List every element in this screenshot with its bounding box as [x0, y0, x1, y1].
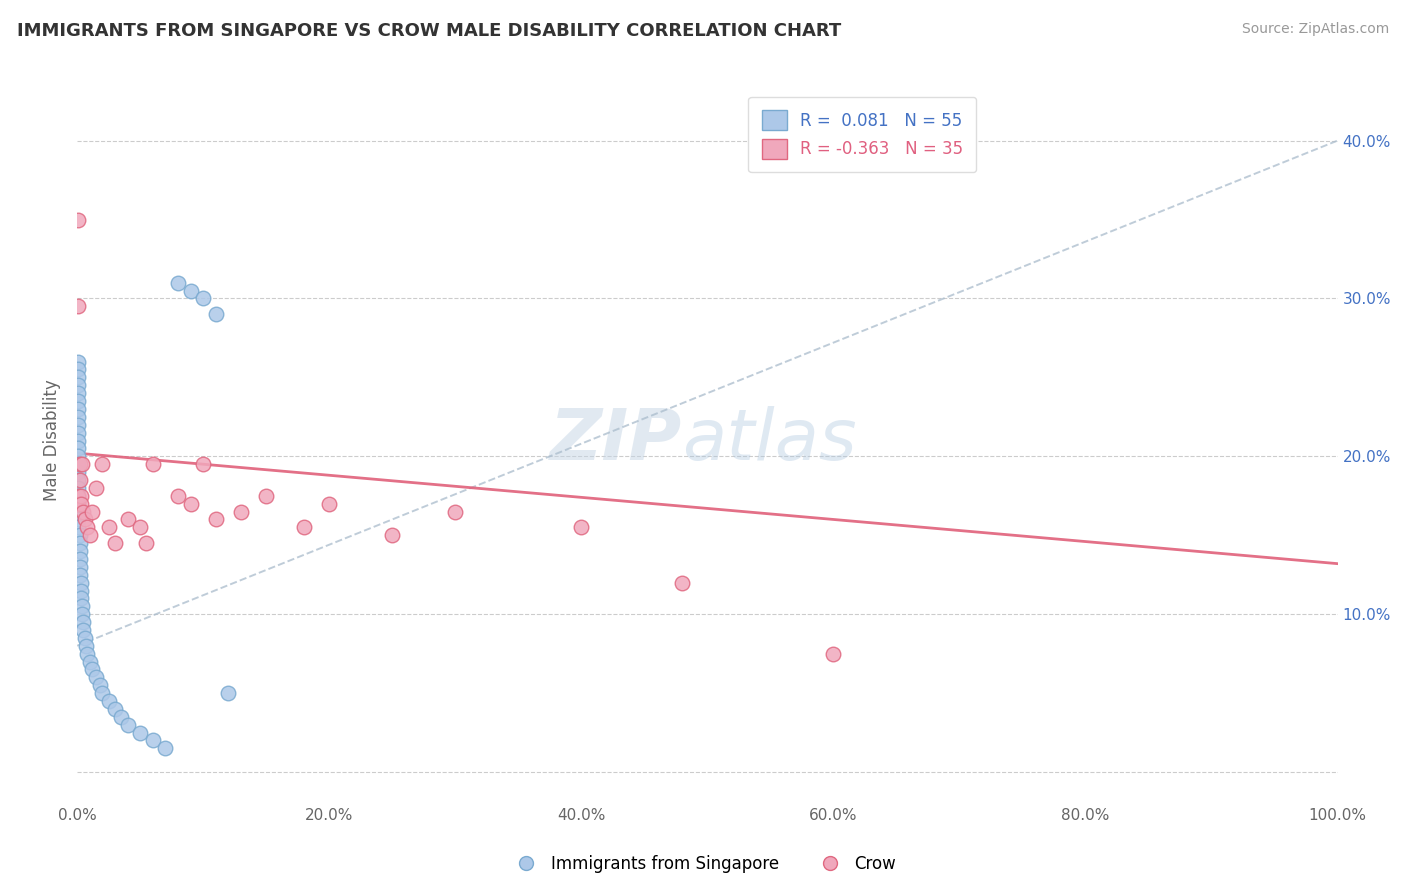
Point — [67, 497, 90, 511]
Text: ZIP: ZIP — [550, 406, 682, 475]
Point — [67, 473, 90, 487]
Point — [104, 536, 127, 550]
Point — [69, 473, 91, 487]
Point — [67, 362, 90, 376]
Point — [254, 489, 277, 503]
Point — [823, 647, 845, 661]
Point — [70, 497, 93, 511]
Point — [91, 457, 114, 471]
Point — [117, 512, 139, 526]
Point — [444, 505, 467, 519]
Point — [204, 307, 226, 321]
Point — [75, 639, 97, 653]
Point — [569, 520, 592, 534]
Y-axis label: Male Disability: Male Disability — [44, 380, 60, 501]
Text: atlas: atlas — [682, 406, 856, 475]
Point — [97, 694, 120, 708]
Point — [67, 370, 90, 384]
Point — [67, 409, 90, 424]
Point — [155, 741, 177, 756]
Point — [70, 591, 93, 606]
Legend: Immigrants from Singapore, Crow: Immigrants from Singapore, Crow — [503, 848, 903, 880]
Point — [67, 417, 90, 432]
Point — [67, 386, 90, 401]
Point — [671, 575, 693, 590]
Point — [67, 489, 90, 503]
Point — [97, 520, 120, 534]
Point — [73, 631, 96, 645]
Point — [167, 276, 190, 290]
Point — [67, 457, 90, 471]
Point — [69, 536, 91, 550]
Point — [67, 520, 90, 534]
Legend: R =  0.081   N = 55, R = -0.363   N = 35: R = 0.081 N = 55, R = -0.363 N = 35 — [748, 96, 976, 172]
Point — [229, 505, 252, 519]
Point — [110, 710, 132, 724]
Point — [72, 615, 94, 629]
Point — [104, 702, 127, 716]
Point — [381, 528, 404, 542]
Point — [84, 481, 107, 495]
Text: IMMIGRANTS FROM SINGAPORE VS CROW MALE DISABILITY CORRELATION CHART: IMMIGRANTS FROM SINGAPORE VS CROW MALE D… — [17, 22, 841, 40]
Point — [67, 512, 90, 526]
Point — [67, 394, 90, 409]
Point — [129, 725, 152, 739]
Point — [191, 292, 214, 306]
Point — [217, 686, 239, 700]
Point — [67, 425, 90, 440]
Point — [70, 599, 93, 614]
Point — [69, 567, 91, 582]
Point — [72, 505, 94, 519]
Point — [84, 670, 107, 684]
Point — [180, 284, 202, 298]
Point — [204, 512, 226, 526]
Point — [79, 528, 101, 542]
Point — [67, 378, 90, 392]
Point — [76, 520, 98, 534]
Point — [292, 520, 315, 534]
Point — [69, 544, 91, 558]
Point — [67, 450, 90, 464]
Point — [89, 678, 111, 692]
Point — [70, 575, 93, 590]
Point — [76, 647, 98, 661]
Point — [318, 497, 340, 511]
Point — [142, 457, 165, 471]
Point — [67, 401, 90, 416]
Point — [67, 442, 90, 456]
Point — [70, 457, 93, 471]
Point — [129, 520, 152, 534]
Point — [79, 655, 101, 669]
Point — [69, 559, 91, 574]
Point — [67, 465, 90, 479]
Point — [180, 497, 202, 511]
Point — [70, 583, 93, 598]
Point — [142, 733, 165, 747]
Point — [82, 662, 104, 676]
Point — [70, 489, 93, 503]
Text: Source: ZipAtlas.com: Source: ZipAtlas.com — [1241, 22, 1389, 37]
Point — [67, 434, 90, 448]
Point — [117, 717, 139, 731]
Point — [82, 505, 104, 519]
Point — [167, 489, 190, 503]
Point — [67, 481, 90, 495]
Point — [67, 299, 90, 313]
Point — [70, 607, 93, 622]
Point — [67, 497, 90, 511]
Point — [67, 354, 90, 368]
Point — [72, 623, 94, 637]
Point — [69, 552, 91, 566]
Point — [67, 212, 90, 227]
Point — [67, 505, 90, 519]
Point — [69, 528, 91, 542]
Point — [135, 536, 157, 550]
Point — [73, 512, 96, 526]
Point — [67, 489, 90, 503]
Point — [191, 457, 214, 471]
Point — [91, 686, 114, 700]
Point — [69, 457, 91, 471]
